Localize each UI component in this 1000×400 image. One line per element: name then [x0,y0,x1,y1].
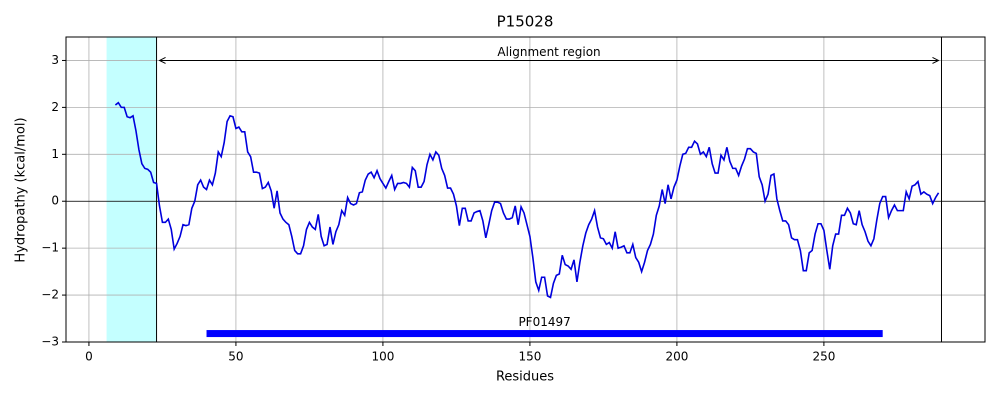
y-tick-label: −3 [41,335,59,349]
hydropathy-line [114,101,940,299]
chart-title: P15028 [497,13,554,31]
x-axis-label: Residues [496,370,554,385]
arrow-head [158,57,166,64]
highlight-region [106,37,157,342]
x-tick-label: 250 [812,350,835,364]
domain-bar [206,330,883,338]
y-tick-label: 1 [51,147,59,161]
y-tick-label: 2 [51,100,59,114]
x-tick-label: 50 [228,350,243,364]
annotation-label: Alignment region [497,45,600,59]
x-tick-label: 200 [665,350,688,364]
x-tick-label: 0 [85,350,93,364]
y-axis-label: Hydropathy (kcal/mol) [14,117,29,262]
y-tick-label: −1 [41,241,59,255]
arrow-head [932,57,940,64]
y-tick-label: 0 [51,194,59,208]
domain-label: PF01497 [518,315,570,329]
x-tick-label: 150 [518,350,541,364]
plot-frame [65,36,986,343]
y-tick-label: 3 [51,53,59,67]
x-tick-label: 100 [371,350,394,364]
y-tick-label: −2 [41,288,59,302]
